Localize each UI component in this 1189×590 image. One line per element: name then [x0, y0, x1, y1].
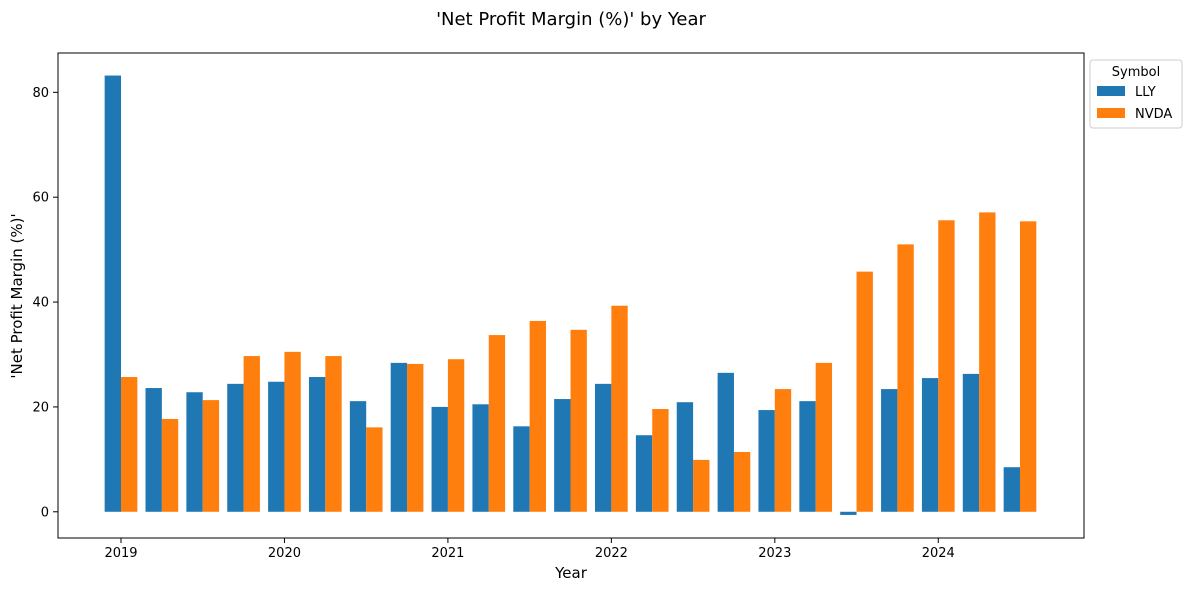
bar-lly-1: [145, 388, 162, 512]
legend-swatch-lly: [1097, 86, 1125, 96]
bar-lly-3: [227, 383, 244, 512]
bar-nvda-20: [938, 220, 955, 512]
bar-lly-8: [431, 406, 448, 512]
legend-label-lly: LLY: [1135, 85, 1156, 100]
bar-lly-20: [921, 378, 939, 512]
bar-nvda-10: [529, 320, 546, 512]
x-axis: 2019 2020 2021 2022 2023 2024: [104, 538, 955, 561]
bar-lly-5: [308, 377, 326, 512]
bar-lly-21: [962, 373, 980, 512]
bar-nvda-4: [284, 351, 301, 512]
bar-lly-18: [840, 511, 857, 515]
y-tick-label: 40: [32, 296, 49, 311]
bar-nvda-15: [733, 452, 751, 512]
bar-nvda-17: [815, 362, 833, 512]
y-tick-label: 0: [41, 505, 49, 520]
bar-nvda-5: [325, 356, 342, 512]
bar-lly-0: [104, 75, 121, 512]
legend-title: Symbol: [1112, 65, 1160, 80]
bar-lly-22: [1003, 467, 1020, 512]
bar-lly-6: [349, 401, 367, 512]
x-tick-label: 2020: [268, 546, 301, 561]
x-tick-label: 2024: [922, 546, 955, 561]
bar-lly-4: [268, 381, 285, 512]
bar-nvda-9: [488, 335, 506, 512]
bar-lly-7: [390, 362, 408, 512]
bar-lly-14: [676, 402, 694, 512]
chart-title: 'Net Profit Margin (%)' by Year: [436, 9, 706, 30]
bar-nvda-19: [897, 244, 914, 512]
bar-lly-9: [472, 404, 489, 512]
bar-nvda-22: [1020, 221, 1037, 512]
legend: Symbol LLY NVDA: [1089, 59, 1183, 129]
x-tick-label: 2022: [595, 546, 628, 561]
y-tick-label: 20: [32, 400, 49, 415]
bars-layer: [104, 75, 1037, 515]
bar-nvda-7: [407, 363, 424, 512]
bar-lly-12: [595, 383, 612, 512]
bar-nvda-6: [366, 427, 383, 512]
x-axis-title: Year: [554, 564, 588, 582]
bar-lly-11: [554, 399, 571, 512]
y-tick-label: 60: [32, 191, 49, 206]
bar-nvda-3: [243, 356, 260, 512]
bar-nvda-13: [652, 409, 669, 512]
bar-lly-17: [799, 401, 816, 512]
y-tick-label: 80: [32, 86, 49, 101]
bar-lly-10: [513, 426, 530, 512]
bar-lly-15: [717, 372, 734, 512]
plot-frame: [57, 52, 1085, 539]
bar-nvda-12: [611, 305, 628, 512]
y-axis: 0 20 40 60 80: [32, 86, 58, 520]
legend-swatch-nvda: [1097, 108, 1125, 118]
bar-nvda-2: [202, 400, 220, 512]
bar-nvda-8: [447, 359, 465, 512]
legend-label-nvda: NVDA: [1135, 107, 1172, 122]
x-tick-label: 2019: [104, 546, 137, 561]
bar-nvda-18: [856, 271, 873, 512]
x-tick-label: 2023: [758, 546, 791, 561]
y-axis-title: 'Net Profit Margin (%)': [8, 213, 26, 378]
bar-nvda-0: [121, 377, 138, 512]
bar-nvda-14: [693, 459, 710, 512]
bar-lly-2: [186, 392, 203, 512]
bar-nvda-11: [570, 329, 587, 512]
bar-nvda-16: [774, 389, 792, 512]
bar-nvda-21: [979, 212, 996, 512]
bar-lly-19: [881, 389, 898, 512]
bar-lly-16: [758, 410, 775, 512]
bar-lly-13: [635, 435, 653, 512]
x-tick-label: 2021: [431, 546, 464, 561]
bar-nvda-1: [161, 418, 179, 512]
